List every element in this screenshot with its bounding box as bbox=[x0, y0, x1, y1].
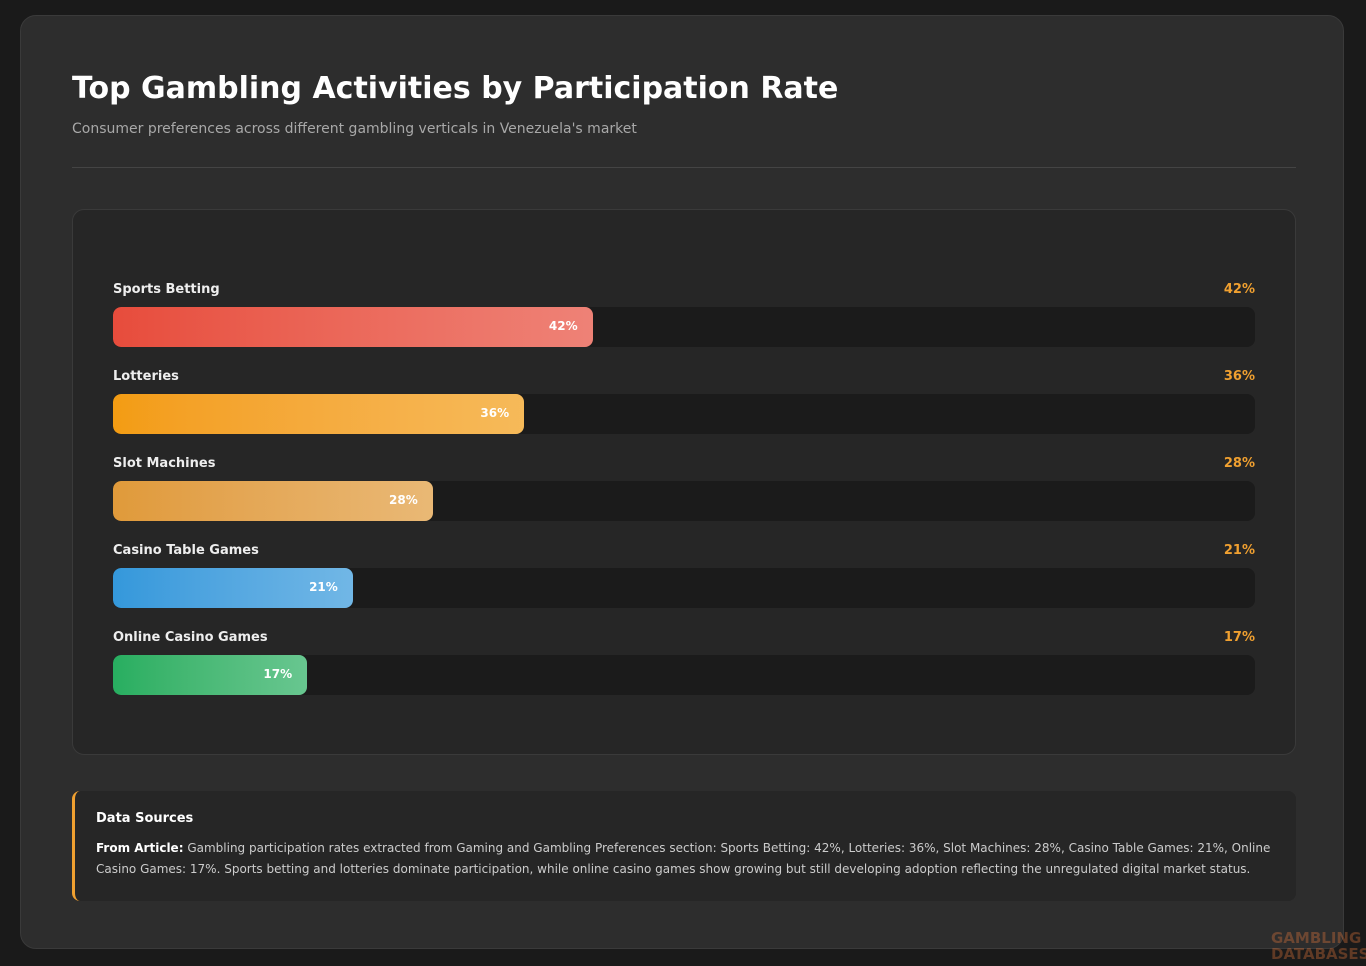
bar-label: 28% bbox=[389, 493, 418, 507]
category-label: Lotteries bbox=[113, 369, 179, 384]
bar: 21% bbox=[113, 568, 353, 608]
sources-label: From Article: bbox=[96, 841, 184, 855]
divider bbox=[72, 167, 1296, 168]
sources-text: From Article: Gambling participation rat… bbox=[96, 838, 1275, 880]
value-label: 28% bbox=[1223, 456, 1255, 471]
sources-title: Data Sources bbox=[96, 811, 194, 826]
bar: 28% bbox=[113, 481, 433, 521]
category-label: Sports Betting bbox=[113, 282, 220, 297]
value-label: 36% bbox=[1223, 369, 1255, 384]
sources-box: Data Sources From Article: Gambling part… bbox=[72, 791, 1296, 901]
watermark: GAMBLING DATABASES bbox=[1271, 930, 1366, 962]
bar-track: 28% bbox=[113, 481, 1255, 521]
category-label: Online Casino Games bbox=[113, 630, 268, 645]
sources-body: Gambling participation rates extracted f… bbox=[96, 841, 1271, 876]
card: Top Gambling Activities by Participation… bbox=[20, 15, 1344, 949]
bar: 36% bbox=[113, 394, 525, 434]
chart-subtitle: Consumer preferences across different ga… bbox=[72, 121, 637, 137]
category-label: Casino Table Games bbox=[113, 543, 259, 558]
bar-track: 17% bbox=[113, 655, 1255, 695]
watermark-line: DATABASES bbox=[1271, 945, 1366, 963]
bar: 42% bbox=[113, 307, 593, 347]
bar-label: 42% bbox=[548, 319, 578, 333]
value-label: 21% bbox=[1223, 543, 1255, 558]
chart-title: Top Gambling Activities by Participation… bbox=[72, 71, 839, 106]
chart-panel: Sports Betting 42% 42% Lotteries 36% 36% Slot … bbox=[72, 209, 1296, 755]
value-label: 42% bbox=[1223, 282, 1255, 297]
watermark-line: GAMBLING bbox=[1271, 929, 1362, 947]
bar: 17% bbox=[113, 655, 308, 695]
bar-track: 21% bbox=[113, 568, 1255, 608]
bar-track: 42% bbox=[113, 307, 1255, 347]
value-label: 17% bbox=[1223, 630, 1255, 645]
category-label: Slot Machines bbox=[113, 456, 216, 471]
bar-track: 36% bbox=[113, 394, 1255, 434]
bar-label: 17% bbox=[263, 667, 293, 681]
bar-label: 21% bbox=[309, 580, 338, 594]
bar-label: 36% bbox=[480, 406, 510, 420]
